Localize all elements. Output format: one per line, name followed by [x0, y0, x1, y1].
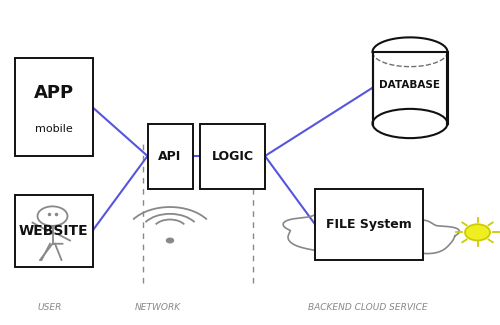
- Text: LOGIC: LOGIC: [212, 150, 254, 162]
- Circle shape: [465, 224, 490, 240]
- Circle shape: [166, 238, 173, 243]
- Bar: [200, 124, 265, 188]
- Text: FILE System: FILE System: [326, 218, 412, 231]
- Text: API: API: [158, 150, 182, 162]
- Text: NETWORK: NETWORK: [134, 303, 180, 312]
- Text: USER: USER: [38, 303, 62, 312]
- Bar: [148, 124, 192, 188]
- Bar: [15, 58, 92, 156]
- Text: mobile: mobile: [35, 124, 72, 134]
- Text: BACKEND CLOUD SERVICE: BACKEND CLOUD SERVICE: [308, 303, 428, 312]
- Circle shape: [38, 206, 68, 226]
- Bar: [372, 52, 448, 124]
- Ellipse shape: [372, 109, 448, 138]
- Text: APP: APP: [34, 84, 74, 102]
- Text: WEBSITE: WEBSITE: [19, 224, 88, 238]
- Bar: [315, 188, 422, 260]
- Bar: [15, 195, 92, 266]
- Text: DATABASE: DATABASE: [380, 80, 440, 89]
